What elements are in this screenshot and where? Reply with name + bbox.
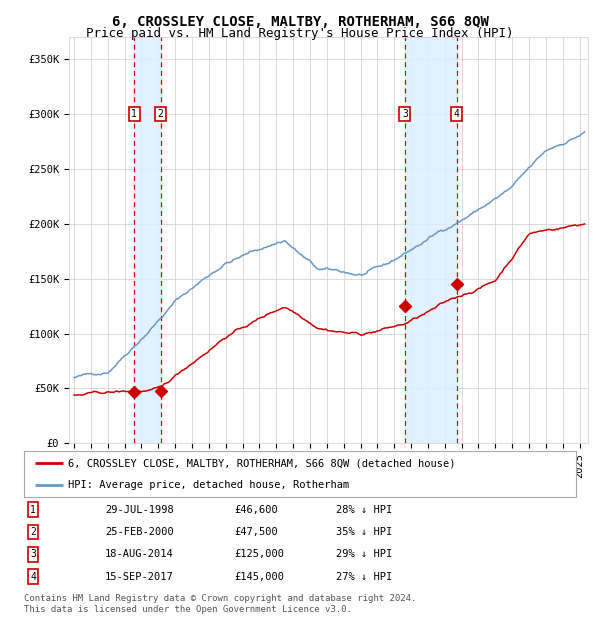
Text: 6, CROSSLEY CLOSE, MALTBY, ROTHERHAM, S66 8QW (detached house): 6, CROSSLEY CLOSE, MALTBY, ROTHERHAM, S6… [68, 458, 455, 468]
Text: 18-AUG-2014: 18-AUG-2014 [105, 549, 174, 559]
Text: HPI: Average price, detached house, Rotherham: HPI: Average price, detached house, Roth… [68, 480, 349, 490]
Text: £46,600: £46,600 [234, 505, 278, 515]
Text: This data is licensed under the Open Government Licence v3.0.: This data is licensed under the Open Gov… [24, 604, 352, 614]
Text: 3: 3 [402, 109, 408, 119]
Text: 28% ↓ HPI: 28% ↓ HPI [336, 505, 392, 515]
Text: 6, CROSSLEY CLOSE, MALTBY, ROTHERHAM, S66 8QW: 6, CROSSLEY CLOSE, MALTBY, ROTHERHAM, S6… [112, 15, 488, 29]
Text: 1: 1 [30, 505, 36, 515]
Text: Contains HM Land Registry data © Crown copyright and database right 2024.: Contains HM Land Registry data © Crown c… [24, 593, 416, 603]
Text: 2: 2 [158, 109, 164, 119]
Text: £125,000: £125,000 [234, 549, 284, 559]
Text: 4: 4 [454, 109, 460, 119]
Text: 15-SEP-2017: 15-SEP-2017 [105, 572, 174, 582]
Text: £145,000: £145,000 [234, 572, 284, 582]
Text: 1: 1 [131, 109, 137, 119]
Text: Price paid vs. HM Land Registry's House Price Index (HPI): Price paid vs. HM Land Registry's House … [86, 27, 514, 40]
Text: 35% ↓ HPI: 35% ↓ HPI [336, 527, 392, 537]
Bar [134, 37, 161, 443]
Text: 29-JUL-1998: 29-JUL-1998 [105, 505, 174, 515]
Bar [405, 37, 457, 443]
Text: 4: 4 [30, 572, 36, 582]
Text: 27% ↓ HPI: 27% ↓ HPI [336, 572, 392, 582]
Text: 25-FEB-2000: 25-FEB-2000 [105, 527, 174, 537]
Text: 2: 2 [30, 527, 36, 537]
Text: £47,500: £47,500 [234, 527, 278, 537]
Text: 29% ↓ HPI: 29% ↓ HPI [336, 549, 392, 559]
Text: 3: 3 [30, 549, 36, 559]
